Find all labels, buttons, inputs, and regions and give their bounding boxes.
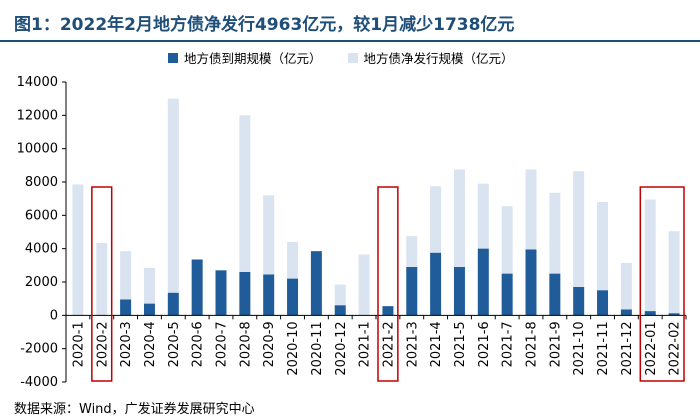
bar-matured <box>239 272 251 316</box>
bar-matured <box>167 292 179 316</box>
bar-matured <box>644 311 656 316</box>
x-tick-label: 2021-2 <box>381 321 396 367</box>
bar-issued <box>334 284 346 316</box>
bar-issued <box>620 262 632 316</box>
bar-issued <box>358 254 370 316</box>
bar-issued <box>525 169 537 316</box>
chart-title: 图1：2022年2月地方债净发行4963亿元，较1月减少1738亿元 <box>14 15 515 35</box>
legend-label-issued: 地方债净发行规模（亿元） <box>363 51 514 66</box>
x-tick-label: 2020-10 <box>286 321 301 375</box>
legend-swatch-matured <box>168 52 178 63</box>
bar-matured <box>597 290 609 316</box>
x-tick-label: 2021-5 <box>453 321 468 367</box>
y-tick-label: -2000 <box>20 342 58 357</box>
x-tick-label: 2020-7 <box>215 321 230 367</box>
bar-matured <box>430 252 442 316</box>
x-tick-label: 2020-8 <box>238 321 253 367</box>
x-tick-label: 2020-12 <box>334 321 349 375</box>
bar-matured <box>406 267 418 316</box>
x-tick-label: 2021-12 <box>620 321 635 375</box>
legend-item-matured: 地方债到期规模（亿元） <box>168 48 322 67</box>
bar-issued <box>597 202 609 316</box>
x-tick-label: 2021-3 <box>405 321 420 367</box>
bar-issued <box>143 267 155 316</box>
x-tick-label: 2020-9 <box>262 321 277 367</box>
bar-matured <box>382 306 394 316</box>
bar-matured <box>310 251 322 316</box>
x-tick-label: 2021-11 <box>596 321 611 375</box>
bar-issued <box>430 186 442 316</box>
bar-matured <box>668 313 680 316</box>
bar-issued <box>573 171 585 316</box>
y-tick-label: 12000 <box>17 108 58 123</box>
bar-matured <box>120 299 132 316</box>
bar-matured <box>573 287 585 316</box>
x-tick-label: 2021-6 <box>477 321 492 367</box>
x-tick-label: 2021-1 <box>358 321 373 367</box>
bar-matured <box>620 309 632 316</box>
x-tick-label: 2020-4 <box>143 321 158 367</box>
highlight-box <box>91 186 113 382</box>
legend: 地方债到期规模（亿元） 地方债净发行规模（亿元） <box>168 48 514 67</box>
bar-issued <box>167 98 179 316</box>
bar-issued <box>453 169 465 316</box>
highlight-box <box>639 186 685 382</box>
bar-issued <box>501 206 513 316</box>
bar-issued <box>644 199 656 316</box>
x-tick-label: 2020-1 <box>71 321 86 367</box>
y-tick-label: 8000 <box>25 175 58 190</box>
y-tick-label: 4000 <box>25 242 58 257</box>
y-tick-label: 10000 <box>17 142 58 157</box>
legend-item-issued: 地方债净发行规模（亿元） <box>347 48 514 67</box>
bar-matured <box>287 278 299 316</box>
x-tick-label: 2021-4 <box>429 321 444 367</box>
bar-matured <box>477 248 489 316</box>
bar-matured <box>263 274 275 316</box>
y-tick-label: 6000 <box>25 208 58 223</box>
bar-matured <box>191 259 203 316</box>
x-tick-label: 2021-8 <box>525 321 540 367</box>
bar-matured <box>215 270 227 316</box>
highlight-box <box>377 186 399 382</box>
bar-matured <box>143 303 155 316</box>
bar-matured <box>525 249 537 316</box>
bar-issued <box>263 195 275 316</box>
bar-issued <box>72 184 84 316</box>
bar-issued <box>120 251 132 316</box>
bar-issued <box>668 231 680 316</box>
bar-matured <box>549 273 561 316</box>
bar-issued <box>239 115 251 316</box>
y-tick-label: 2000 <box>25 275 58 290</box>
bar-issued <box>549 192 561 316</box>
x-tick-label: 2021-10 <box>572 321 587 375</box>
bar-matured <box>501 273 513 316</box>
title-bar: 图1：2022年2月地方债净发行4963亿元，较1月减少1738亿元 <box>0 0 700 42</box>
legend-swatch-issued <box>347 52 358 63</box>
y-tick-label: -4000 <box>20 375 58 390</box>
legend-label-matured: 地方债到期规模（亿元） <box>184 51 322 66</box>
x-tick-label: 2020-2 <box>95 321 110 367</box>
y-tick-label: 14000 <box>17 75 58 90</box>
bar-matured <box>334 305 346 316</box>
x-tick-label: 2021-7 <box>501 321 516 367</box>
x-tick-label: 2022-01 <box>644 321 659 375</box>
x-tick-label: 2022-02 <box>668 321 683 375</box>
y-tick-label: 0 <box>50 308 58 323</box>
source-note: 数据来源：Wind，广发证券发展研究中心 <box>14 402 255 417</box>
bar-issued <box>96 242 108 316</box>
x-tick-label: 2020-5 <box>167 321 182 367</box>
x-tick-label: 2020-3 <box>119 321 134 367</box>
x-tick-label: 2020-6 <box>191 321 206 367</box>
x-tick-label: 2020-11 <box>310 321 325 375</box>
x-tick-label: 2021-9 <box>548 321 563 367</box>
bar-matured <box>453 267 465 316</box>
